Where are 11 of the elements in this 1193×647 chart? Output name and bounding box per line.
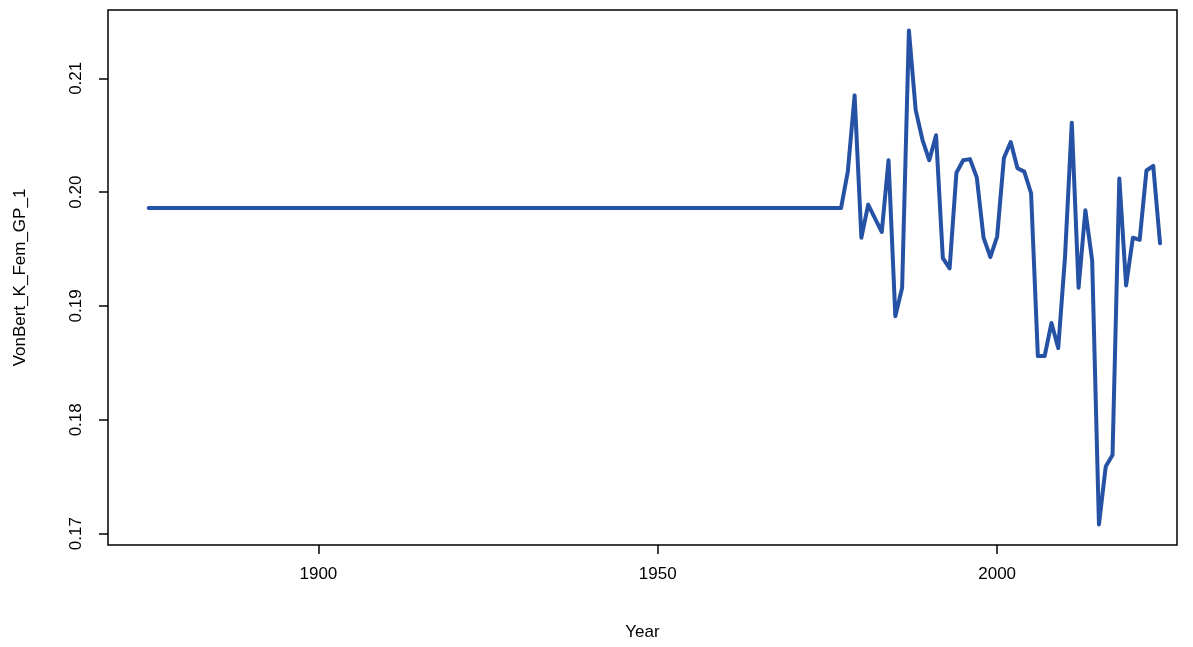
y-tick-label: 0.21: [66, 61, 85, 95]
x-axis-title: Year: [625, 622, 661, 641]
y-tick-label: 0.19: [66, 289, 85, 323]
y-tick-label: 0.18: [66, 403, 85, 437]
x-tick-label: 1900: [299, 564, 338, 583]
y-tick-label: 0.20: [66, 175, 85, 209]
line-series: [146, 28, 1163, 527]
y-tick-label: 0.17: [66, 517, 85, 551]
y-axis-title: VonBert_K_Fem_GP_1: [10, 188, 29, 367]
x-tick-label: 2000: [978, 564, 1017, 583]
x-tick-label: 1950: [638, 564, 677, 583]
